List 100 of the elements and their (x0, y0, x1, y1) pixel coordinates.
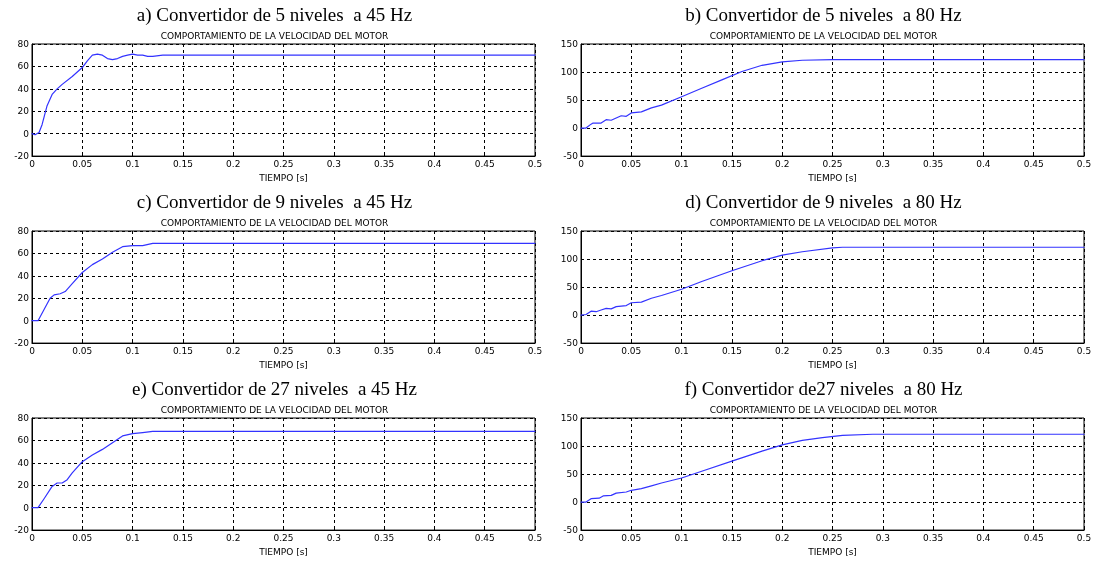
x-tick-label: 0.05 (621, 158, 642, 169)
chart-subtitle: COMPORTAMIENTO DE LA VELOCIDAD DEL MOTOR (160, 30, 389, 41)
x-tick-label: 0.3 (875, 158, 890, 169)
x-tick-label: 0.45 (1023, 345, 1044, 356)
x-tick-label: 0.1 (674, 532, 689, 543)
y-tick-label: 50 (566, 95, 579, 106)
x-tick-label: 0.15 (721, 345, 742, 356)
x-tick-label: 0.45 (1023, 158, 1044, 169)
y-tick-label: 100 (560, 67, 579, 78)
chart-subtitle: COMPORTAMIENTO DE LA VELOCIDAD DEL MOTOR (160, 217, 389, 228)
x-tick-label: 0.4 (427, 532, 442, 543)
chart-title: c) Convertidor de 9 niveles a 45 Hz (136, 191, 413, 213)
y-tick-label: 40 (17, 83, 30, 94)
x-tick-label: 0.35 (923, 158, 944, 169)
x-tick-label: 0.5 (527, 345, 543, 356)
chart-title: b) Convertidor de 5 niveles a 80 Hz (685, 4, 962, 26)
y-tick-label: -20 (14, 338, 30, 349)
x-tick-label: 0.05 (621, 532, 642, 543)
y-tick-label: 100 (560, 441, 579, 452)
x-tick-label: 0.4 (976, 158, 991, 169)
line-series (31, 242, 536, 322)
x-tick-label: 0.3 (326, 532, 341, 543)
x-tick-label: 0.4 (427, 345, 442, 356)
x-tick-label: 0.3 (875, 532, 890, 543)
y-tick-label: 20 (17, 106, 30, 117)
x-tick-label: 0.1 (674, 158, 689, 169)
x-tick-label: 0.2 (226, 158, 241, 169)
x-tick-label: 0.25 (822, 158, 843, 169)
x-tick-label: 0.45 (1023, 532, 1044, 543)
chart-title: d) Convertidor de 9 niveles a 80 Hz (685, 191, 962, 213)
x-tick-label: 0.25 (273, 532, 294, 543)
x-tick-label: 0.25 (822, 532, 843, 543)
x-tick-label: 0.2 (775, 532, 790, 543)
x-tick-label: 0.35 (374, 532, 395, 543)
y-tick-label: 0 (572, 123, 579, 134)
y-tick-label: 0 (572, 497, 579, 508)
line-series (31, 53, 536, 136)
y-tick-label: 60 (17, 435, 30, 446)
x-tick-label: 0.1 (125, 345, 140, 356)
chart-subtitle: COMPORTAMIENTO DE LA VELOCIDAD DEL MOTOR (709, 404, 938, 415)
y-tick-label: 50 (566, 282, 579, 293)
x-tick-label: 0.05 (621, 345, 642, 356)
x-tick-label: 0.3 (326, 345, 341, 356)
x-tick-label: 0.05 (72, 532, 93, 543)
line-series (580, 246, 1085, 316)
x-tick-label: 0.5 (1076, 345, 1092, 356)
x-axis-title: TIEMPO [s] (807, 359, 857, 370)
x-tick-label: 0.15 (172, 345, 193, 356)
x-tick-label: 0.5 (527, 532, 543, 543)
y-tick-label: 80 (17, 226, 30, 236)
y-tick-label: 0 (23, 315, 30, 326)
chart-subtitle: COMPORTAMIENTO DE LA VELOCIDAD DEL MOTOR (709, 30, 938, 41)
chart-subtitle: COMPORTAMIENTO DE LA VELOCIDAD DEL MOTOR (709, 217, 938, 228)
x-tick-label: 0.2 (775, 158, 790, 169)
chart-title: f) Convertidor de27 niveles a 80 Hz (684, 378, 963, 400)
x-tick-label: 0.1 (674, 345, 689, 356)
x-axis-title: TIEMPO [s] (258, 546, 308, 557)
x-tick-label: 0.4 (976, 345, 991, 356)
x-tick-label: 0.5 (1076, 158, 1092, 169)
chart-title: e) Convertidor de 27 niveles a 45 Hz (132, 378, 417, 400)
x-tick-label: 0.35 (923, 532, 944, 543)
x-tick-label: 0.45 (474, 158, 495, 169)
y-tick-label: 150 (560, 39, 579, 49)
x-tick-label: 0.4 (976, 532, 991, 543)
y-tick-label: 20 (17, 293, 30, 304)
x-tick-label: 0.15 (721, 532, 742, 543)
y-tick-label: 100 (560, 254, 579, 265)
x-tick-label: 0.1 (125, 532, 140, 543)
y-tick-label: 20 (17, 480, 30, 491)
line-series (31, 430, 536, 509)
chart-title: a) Convertidor de 5 niveles a 45 Hz (136, 4, 413, 26)
x-tick-label: 0.5 (527, 158, 543, 169)
y-tick-label: 0 (572, 310, 579, 321)
x-tick-label: 0.5 (1076, 532, 1092, 543)
x-tick-label: 0.25 (273, 158, 294, 169)
y-tick-label: 0 (23, 128, 30, 139)
y-tick-label: -50 (563, 525, 579, 536)
x-tick-label: 0.25 (273, 345, 294, 356)
x-tick-label: 0.15 (721, 158, 742, 169)
x-tick-label: 0.2 (226, 532, 241, 543)
y-tick-label: -20 (14, 525, 30, 536)
line-series (580, 433, 1085, 503)
y-tick-label: -20 (14, 151, 30, 162)
y-tick-label: -50 (563, 338, 579, 349)
x-tick-label: 0.35 (374, 345, 395, 356)
y-tick-label: -50 (563, 151, 579, 162)
x-tick-label: 0.25 (822, 345, 843, 356)
x-axis-title: TIEMPO [s] (807, 172, 857, 183)
x-tick-label: 0.35 (374, 158, 395, 169)
x-axis-title: TIEMPO [s] (807, 546, 857, 557)
x-tick-label: 0.3 (326, 158, 341, 169)
y-tick-label: 150 (560, 226, 579, 236)
line-series (580, 59, 1085, 129)
y-tick-label: 80 (17, 39, 30, 49)
x-tick-label: 0.35 (923, 345, 944, 356)
y-tick-label: 60 (17, 61, 30, 72)
x-axis-title: TIEMPO [s] (258, 359, 308, 370)
y-tick-label: 40 (17, 457, 30, 468)
x-tick-label: 0.45 (474, 345, 495, 356)
y-tick-label: 40 (17, 270, 30, 281)
